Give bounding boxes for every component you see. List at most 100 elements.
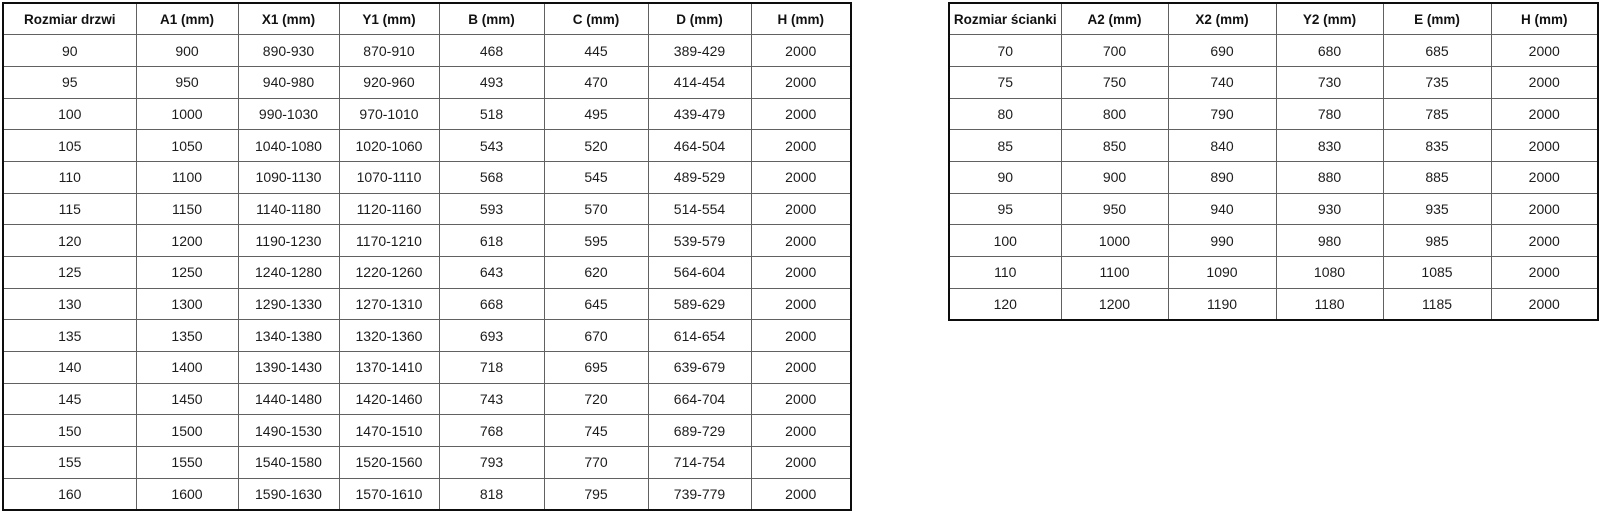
table-cell: 680 bbox=[1275, 34, 1384, 67]
table-cell: 1200 bbox=[1060, 287, 1169, 321]
table-cell: 1400 bbox=[135, 351, 239, 384]
table-cell: 2000 bbox=[750, 414, 852, 448]
table-cell: 770 bbox=[543, 446, 649, 479]
wall-table-body: 70 700 690 680 685 2000 75 750 740 730 735 2000 80 80… bbox=[948, 34, 1599, 321]
table-cell: 1570-1610 bbox=[338, 477, 440, 511]
table-cell: 670 bbox=[543, 319, 649, 353]
wall-panel-sizes-table: Rozmiar ścianki A2 (mm) X2 (mm) Y2 (mm) E (m… bbox=[948, 2, 1599, 321]
table-cell: 1500 bbox=[135, 414, 239, 448]
column-header: A1 (mm) bbox=[135, 2, 239, 36]
table-cell: 2000 bbox=[750, 446, 852, 479]
table-cell: 1100 bbox=[135, 160, 239, 194]
table-cell: 543 bbox=[438, 129, 545, 162]
table-cell: 739-779 bbox=[647, 477, 752, 511]
table-cell: 1470-1510 bbox=[338, 414, 440, 448]
table-cell: 2000 bbox=[1490, 224, 1599, 257]
table-row: 125 1250 1240-1280 1220-1260 643 620 564-604 20… bbox=[2, 256, 852, 289]
table-row: 115 1150 1140-1180 1120-1160 593 570 514-554 20… bbox=[2, 192, 852, 226]
table-cell: 2000 bbox=[750, 319, 852, 353]
table-cell: 2000 bbox=[750, 477, 852, 511]
table-cell: 1340-1380 bbox=[237, 319, 340, 353]
table-cell: 1420-1460 bbox=[338, 382, 440, 416]
table-cell: 840 bbox=[1167, 129, 1277, 162]
table-cell: 2000 bbox=[750, 65, 852, 99]
table-cell: 990 bbox=[1167, 224, 1277, 257]
table-cell: 1200 bbox=[135, 224, 239, 257]
table-cell: 2000 bbox=[1490, 34, 1599, 67]
table-cell: 389-429 bbox=[647, 34, 752, 67]
table-row: 110 1100 1090-1130 1070-1110 568 545 489-529 20… bbox=[2, 160, 852, 194]
table-cell: 145 bbox=[2, 382, 137, 416]
door-table-header: Rozmiar drzwi A1 (mm) X1 (mm) Y1 (mm) B (mm)… bbox=[2, 2, 852, 36]
table-cell: 885 bbox=[1382, 160, 1492, 194]
wall-table-header: Rozmiar ścianki A2 (mm) X2 (mm) Y2 (mm) E (m… bbox=[948, 2, 1599, 36]
table-row: 130 1300 1290-1330 1270-1310 668 645 589-629 20… bbox=[2, 287, 852, 321]
table-row: 140 1400 1390-1430 1370-1410 718 695 639-679 20… bbox=[2, 351, 852, 384]
table-cell: 940-980 bbox=[237, 65, 340, 99]
table-cell: 693 bbox=[438, 319, 545, 353]
table-cell: 155 bbox=[2, 446, 137, 479]
table-cell: 514-554 bbox=[647, 192, 752, 226]
table-cell: 90 bbox=[2, 34, 137, 67]
table-row: 145 1450 1440-1480 1420-1460 743 720 664-704 20… bbox=[2, 382, 852, 416]
column-header: H (mm) bbox=[1490, 2, 1599, 36]
table-cell: 920-960 bbox=[338, 65, 440, 99]
table-cell: 930 bbox=[1275, 192, 1384, 226]
table-cell: 100 bbox=[948, 224, 1062, 257]
column-header: Rozmiar ścianki bbox=[948, 2, 1062, 36]
table-cell: 785 bbox=[1382, 97, 1492, 131]
table-cell: 90 bbox=[948, 160, 1062, 194]
table-cell: 2000 bbox=[1490, 256, 1599, 289]
table-cell: 950 bbox=[135, 65, 239, 99]
table-cell: 115 bbox=[2, 192, 137, 226]
table-cell: 1220-1260 bbox=[338, 256, 440, 289]
table-cell: 75 bbox=[948, 65, 1062, 99]
table-cell: 980 bbox=[1275, 224, 1384, 257]
table-row: 120 1200 1190-1230 1170-1210 618 595 539-579 20… bbox=[2, 224, 852, 257]
table-cell: 1020-1060 bbox=[338, 129, 440, 162]
table-cell: 685 bbox=[1382, 34, 1492, 67]
header-row: Rozmiar ścianki A2 (mm) X2 (mm) Y2 (mm) E (m… bbox=[948, 2, 1599, 36]
table-cell: 2000 bbox=[750, 129, 852, 162]
table-cell: 1120-1160 bbox=[338, 192, 440, 226]
table-cell: 120 bbox=[2, 224, 137, 257]
table-cell: 150 bbox=[2, 414, 137, 448]
table-cell: 2000 bbox=[750, 256, 852, 289]
table-cell: 1600 bbox=[135, 477, 239, 511]
table-cell: 750 bbox=[1060, 65, 1169, 99]
table-cell: 1190-1230 bbox=[237, 224, 340, 257]
table-cell: 2000 bbox=[750, 382, 852, 416]
table-cell: 800 bbox=[1060, 97, 1169, 131]
table-cell: 1390-1430 bbox=[237, 351, 340, 384]
table-cell: 900 bbox=[1060, 160, 1169, 194]
table-cell: 130 bbox=[2, 287, 137, 321]
table-cell: 1350 bbox=[135, 319, 239, 353]
table-cell: 1185 bbox=[1382, 287, 1492, 321]
table-row: 100 1000 990-1030 970-1010 518 495 439-479 2000 bbox=[2, 97, 852, 131]
table-cell: 1070-1110 bbox=[338, 160, 440, 194]
table-cell: 2000 bbox=[750, 192, 852, 226]
table-cell: 110 bbox=[2, 160, 137, 194]
table-cell: 518 bbox=[438, 97, 545, 131]
table-cell: 593 bbox=[438, 192, 545, 226]
table-cell: 795 bbox=[543, 477, 649, 511]
table-cell: 2000 bbox=[1490, 129, 1599, 162]
table-cell: 1490-1530 bbox=[237, 414, 340, 448]
column-header: X2 (mm) bbox=[1167, 2, 1277, 36]
table-cell: 1000 bbox=[135, 97, 239, 131]
table-cell: 1190 bbox=[1167, 287, 1277, 321]
table-cell: 1320-1360 bbox=[338, 319, 440, 353]
door-table-body: 90 900 890-930 870-910 468 445 389-429 2000 95 95… bbox=[2, 34, 852, 511]
table-cell: 690 bbox=[1167, 34, 1277, 67]
table-cell: 793 bbox=[438, 446, 545, 479]
table-cell: 1240-1280 bbox=[237, 256, 340, 289]
table-cell: 95 bbox=[2, 65, 137, 99]
table-cell: 1250 bbox=[135, 256, 239, 289]
table-cell: 745 bbox=[543, 414, 649, 448]
table-cell: 950 bbox=[1060, 192, 1169, 226]
table-cell: 105 bbox=[2, 129, 137, 162]
table-row: 155 1550 1540-1580 1520-1560 793 770 714-754 20… bbox=[2, 446, 852, 479]
table-cell: 639-679 bbox=[647, 351, 752, 384]
table-cell: 790 bbox=[1167, 97, 1277, 131]
table-cell: 564-604 bbox=[647, 256, 752, 289]
